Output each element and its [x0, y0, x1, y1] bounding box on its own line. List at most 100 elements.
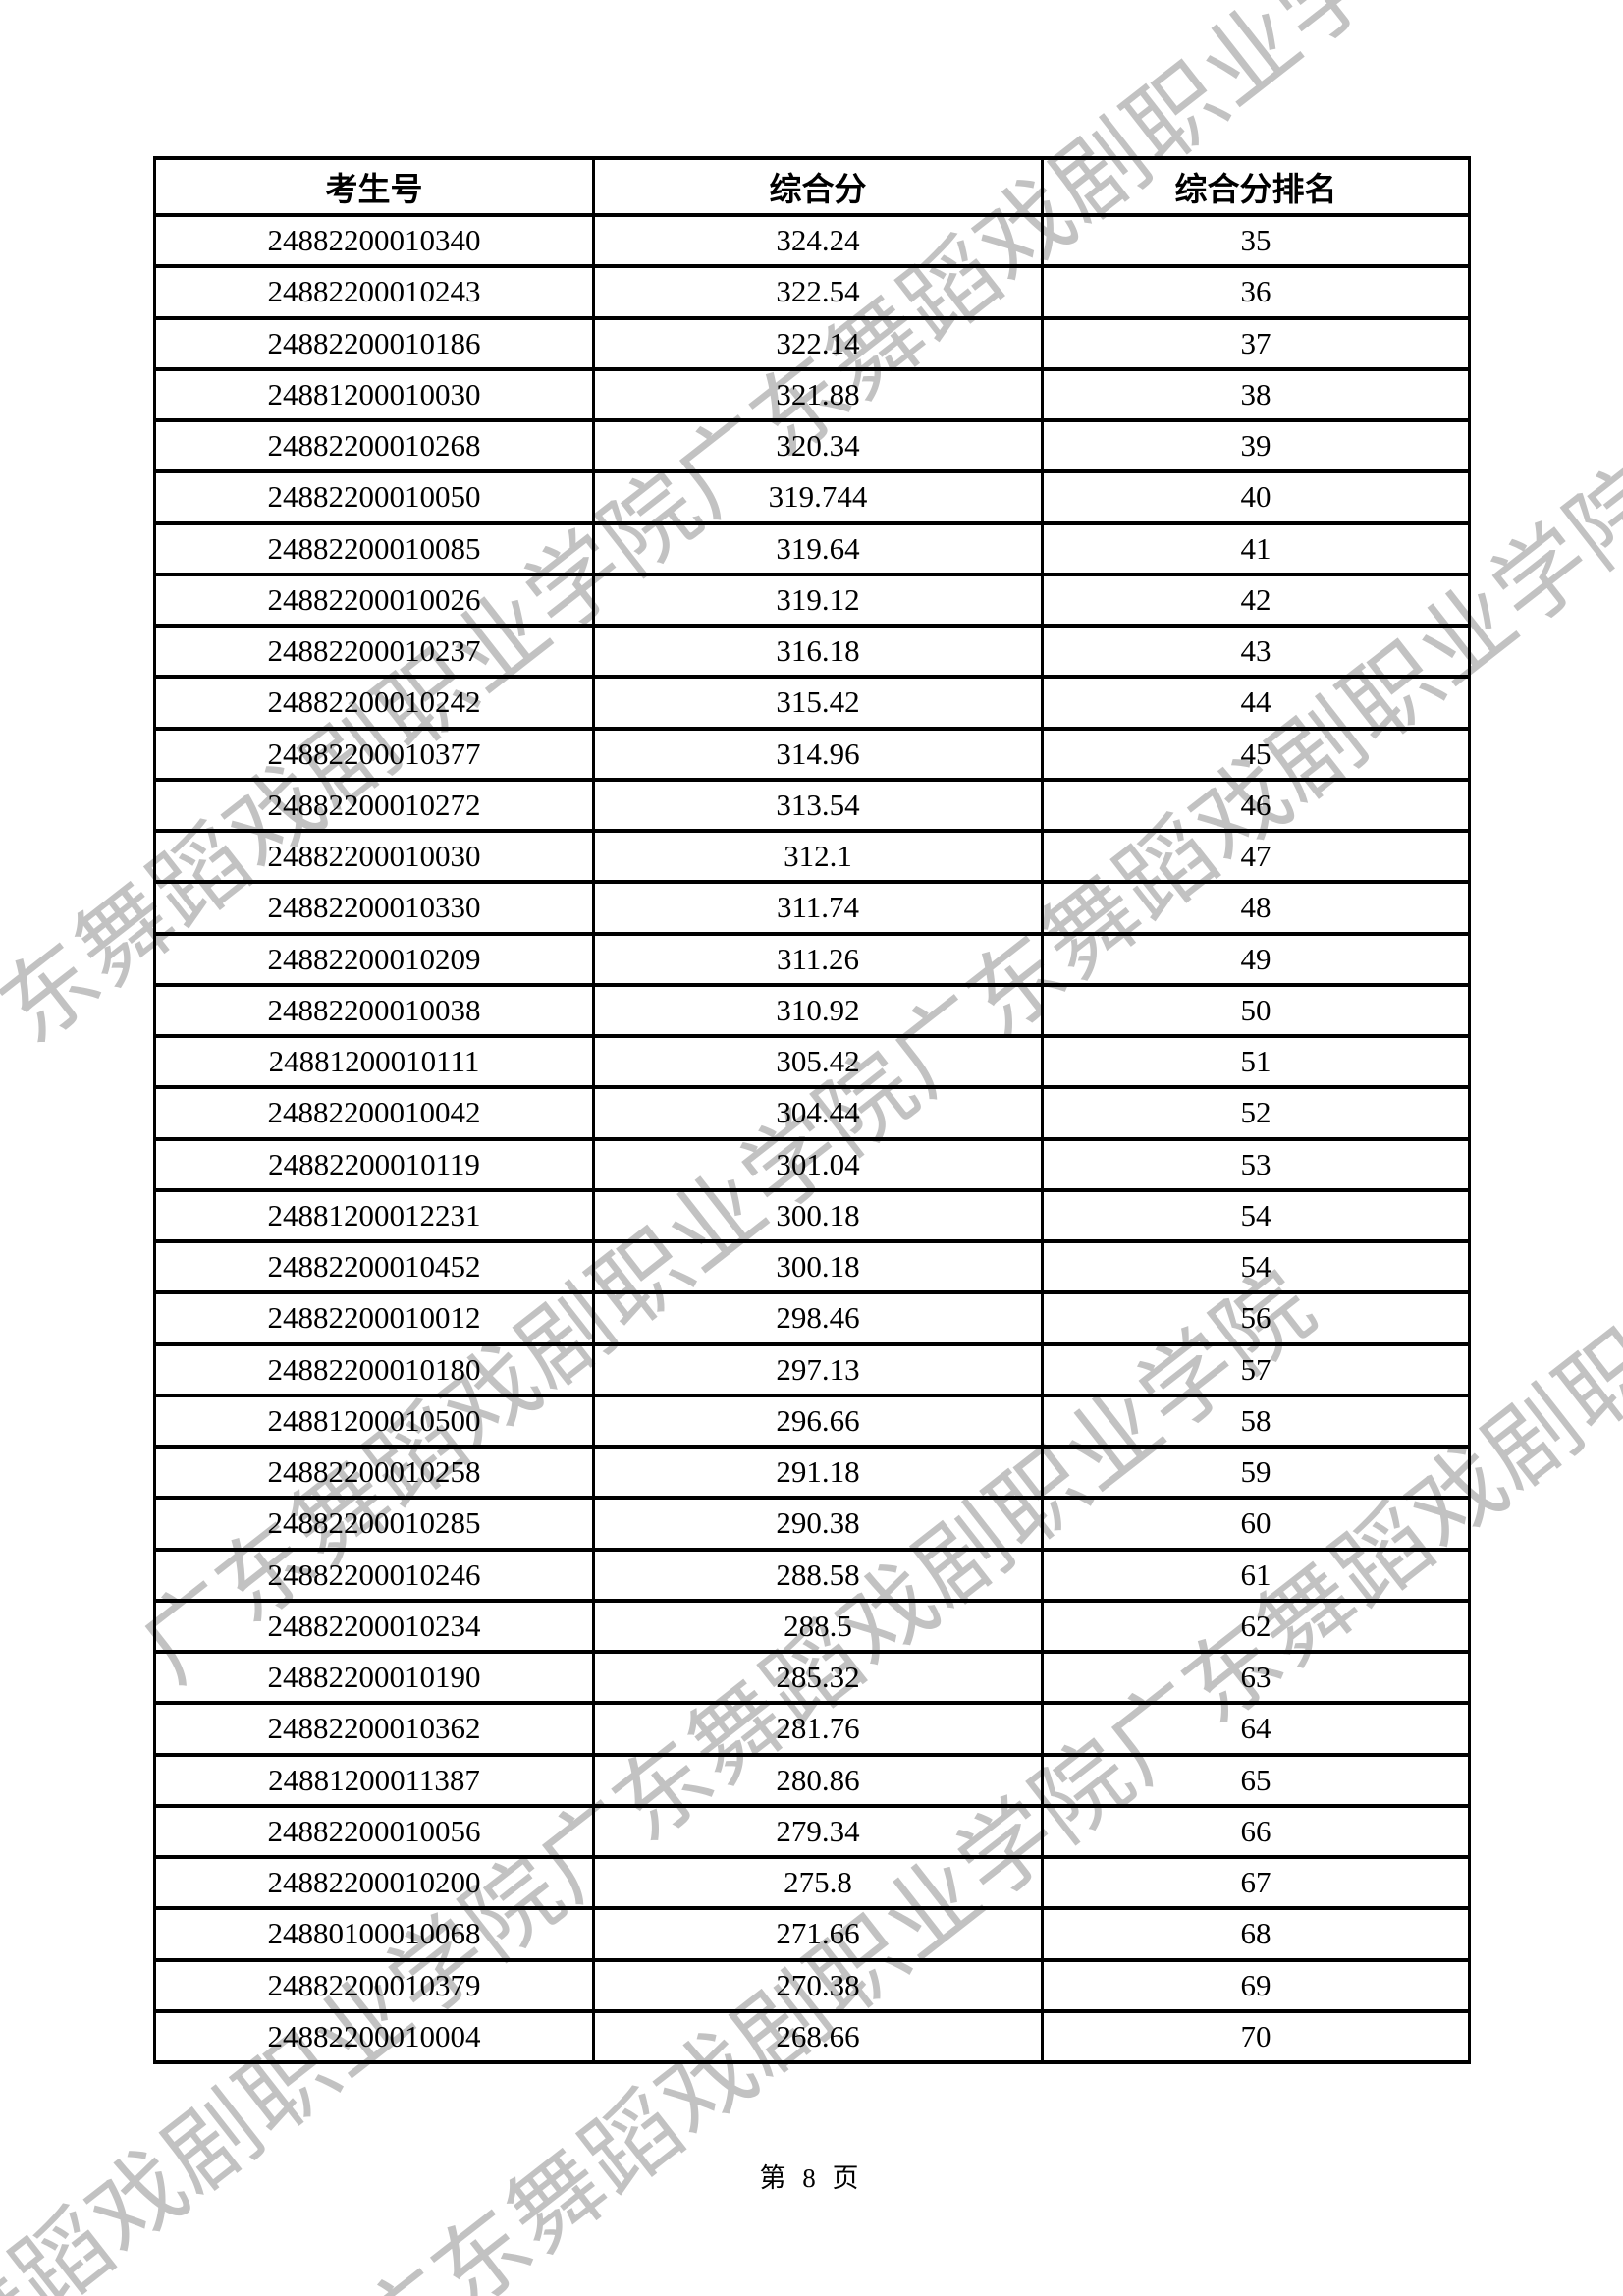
- table-row: 24882200010190 285.32 63: [153, 1649, 1471, 1706]
- score-rank-cell: 64: [1041, 1701, 1471, 1757]
- table-row: 24882200010379 270.38 69: [153, 1957, 1471, 2013]
- composite-score-cell: 268.66: [592, 2008, 1044, 2065]
- score-rank-cell: 41: [1041, 520, 1471, 576]
- composite-score-cell: 285.32: [592, 1649, 1044, 1706]
- table-row: 24881200011387 280.86 65: [153, 1752, 1471, 1808]
- composite-score-cell: 324.24: [592, 212, 1044, 269]
- score-rank-cell: 52: [1041, 1085, 1471, 1141]
- composite-score-cell: 311.74: [592, 880, 1044, 936]
- composite-score-cell: 321.88: [592, 366, 1044, 423]
- table-row: 24881200012231 300.18 54: [153, 1187, 1471, 1244]
- composite-score-cell: 319.744: [592, 469, 1044, 525]
- candidate-id-cell: 24882200010200: [153, 1854, 595, 1911]
- candidate-id-cell: 24882200010246: [153, 1547, 595, 1603]
- table-row: 24882200010085 319.64 41: [153, 520, 1471, 576]
- composite-score-cell: 280.86: [592, 1752, 1044, 1808]
- candidate-id-cell: 24882200010042: [153, 1085, 595, 1141]
- candidate-id-cell: 24882200010330: [153, 880, 595, 936]
- table-row: 24882200010237 316.18 43: [153, 623, 1471, 680]
- table-row: 24882200010452 300.18 54: [153, 1238, 1471, 1295]
- composite-score-cell: 319.12: [592, 572, 1044, 629]
- candidate-id-cell: 24881200010030: [153, 366, 595, 423]
- table-row: 24882200010056 279.34 66: [153, 1803, 1471, 1860]
- score-rank-cell: 69: [1041, 1957, 1471, 2013]
- score-rank-cell: 60: [1041, 1496, 1471, 1552]
- composite-score-cell: 296.66: [592, 1393, 1044, 1449]
- score-rank-cell: 53: [1041, 1136, 1471, 1192]
- candidate-id-cell: 24882200010209: [153, 931, 595, 987]
- score-rank-cell: 51: [1041, 1033, 1471, 1090]
- score-rank-cell: 35: [1041, 212, 1471, 269]
- composite-score-cell: 300.18: [592, 1187, 1044, 1244]
- score-rank-cell: 62: [1041, 1598, 1471, 1655]
- composite-score-cell: 270.38: [592, 1957, 1044, 2013]
- candidate-id-cell: 24882200010234: [153, 1598, 595, 1655]
- candidate-id-cell: 24881200010111: [153, 1033, 595, 1090]
- table-row: 24882200010268 320.34 39: [153, 417, 1471, 474]
- composite-score-cell: 288.5: [592, 1598, 1044, 1655]
- table-row: 24882200010026 319.12 42: [153, 572, 1471, 629]
- composite-score-cell: 288.58: [592, 1547, 1044, 1603]
- composite-score-cell: 298.46: [592, 1290, 1044, 1346]
- score-rank-cell: 45: [1041, 726, 1471, 782]
- score-rank-cell: 67: [1041, 1854, 1471, 1911]
- score-rank-cell: 66: [1041, 1803, 1471, 1860]
- score-rank-cell: 38: [1041, 366, 1471, 423]
- col-header-composite-score: 综合分: [592, 156, 1044, 217]
- candidate-id-cell: 24882200010190: [153, 1649, 595, 1706]
- score-table: 考生号 综合分 综合分排名 24882200010340 324.24 35 2488…: [153, 156, 1471, 2065]
- score-rank-cell: 48: [1041, 880, 1471, 936]
- table-row: 24882200010362 281.76 64: [153, 1701, 1471, 1757]
- composite-score-cell: 322.14: [592, 315, 1044, 371]
- composite-score-cell: 297.13: [592, 1341, 1044, 1397]
- composite-score-cell: 291.18: [592, 1444, 1044, 1501]
- candidate-id-cell: 24882200010119: [153, 1136, 595, 1192]
- composite-score-cell: 311.26: [592, 931, 1044, 987]
- table-row: 24882200010050 319.744 40: [153, 469, 1471, 525]
- table-row: 24882200010186 322.14 37: [153, 315, 1471, 371]
- composite-score-cell: 281.76: [592, 1701, 1044, 1757]
- page-number: 第 8 页: [759, 2163, 864, 2193]
- composite-score-cell: 313.54: [592, 777, 1044, 834]
- composite-score-cell: 279.34: [592, 1803, 1044, 1860]
- composite-score-cell: 304.44: [592, 1085, 1044, 1141]
- table-row: 24882200010209 311.26 49: [153, 931, 1471, 987]
- score-rank-cell: 43: [1041, 623, 1471, 680]
- score-rank-cell: 40: [1041, 469, 1471, 525]
- table-row: 24882200010243 322.54 36: [153, 264, 1471, 320]
- candidate-id-cell: 24882200010242: [153, 675, 595, 731]
- score-rank-cell: 70: [1041, 2008, 1471, 2065]
- composite-score-cell: 316.18: [592, 623, 1044, 680]
- score-rank-cell: 65: [1041, 1752, 1471, 1808]
- candidate-id-cell: 24880100010068: [153, 1906, 595, 1962]
- table-row: 24881200010030 321.88 38: [153, 366, 1471, 423]
- score-rank-cell: 47: [1041, 828, 1471, 885]
- candidate-id-cell: 24882200010085: [153, 520, 595, 576]
- table-row: 24882200010340 324.24 35: [153, 212, 1471, 269]
- candidate-id-cell: 24882200010379: [153, 1957, 595, 2013]
- score-rank-cell: 44: [1041, 675, 1471, 731]
- score-rank-cell: 42: [1041, 572, 1471, 629]
- candidate-id-cell: 24882200010243: [153, 264, 595, 320]
- candidate-id-cell: 24881200011387: [153, 1752, 595, 1808]
- composite-score-cell: 301.04: [592, 1136, 1044, 1192]
- candidate-id-cell: 24882200010340: [153, 212, 595, 269]
- composite-score-cell: 314.96: [592, 726, 1044, 782]
- score-rank-cell: 57: [1041, 1341, 1471, 1397]
- composite-score-cell: 312.1: [592, 828, 1044, 885]
- candidate-id-cell: 24882200010285: [153, 1496, 595, 1552]
- candidate-id-cell: 24882200010012: [153, 1290, 595, 1346]
- table-row: 24882200010004 268.66 70: [153, 2008, 1471, 2065]
- candidate-id-cell: 24882200010377: [153, 726, 595, 782]
- candidate-id-cell: 24881200012231: [153, 1187, 595, 1244]
- table-row: 24882200010242 315.42 44: [153, 675, 1471, 731]
- composite-score-cell: 322.54: [592, 264, 1044, 320]
- candidate-id-cell: 24882200010272: [153, 777, 595, 834]
- candidate-id-cell: 24882200010258: [153, 1444, 595, 1501]
- candidate-id-cell: 24882200010050: [153, 469, 595, 525]
- table-row: 24881200010500 296.66 58: [153, 1393, 1471, 1449]
- composite-score-cell: 300.18: [592, 1238, 1044, 1295]
- score-rank-cell: 63: [1041, 1649, 1471, 1706]
- col-header-score-rank: 综合分排名: [1041, 156, 1471, 217]
